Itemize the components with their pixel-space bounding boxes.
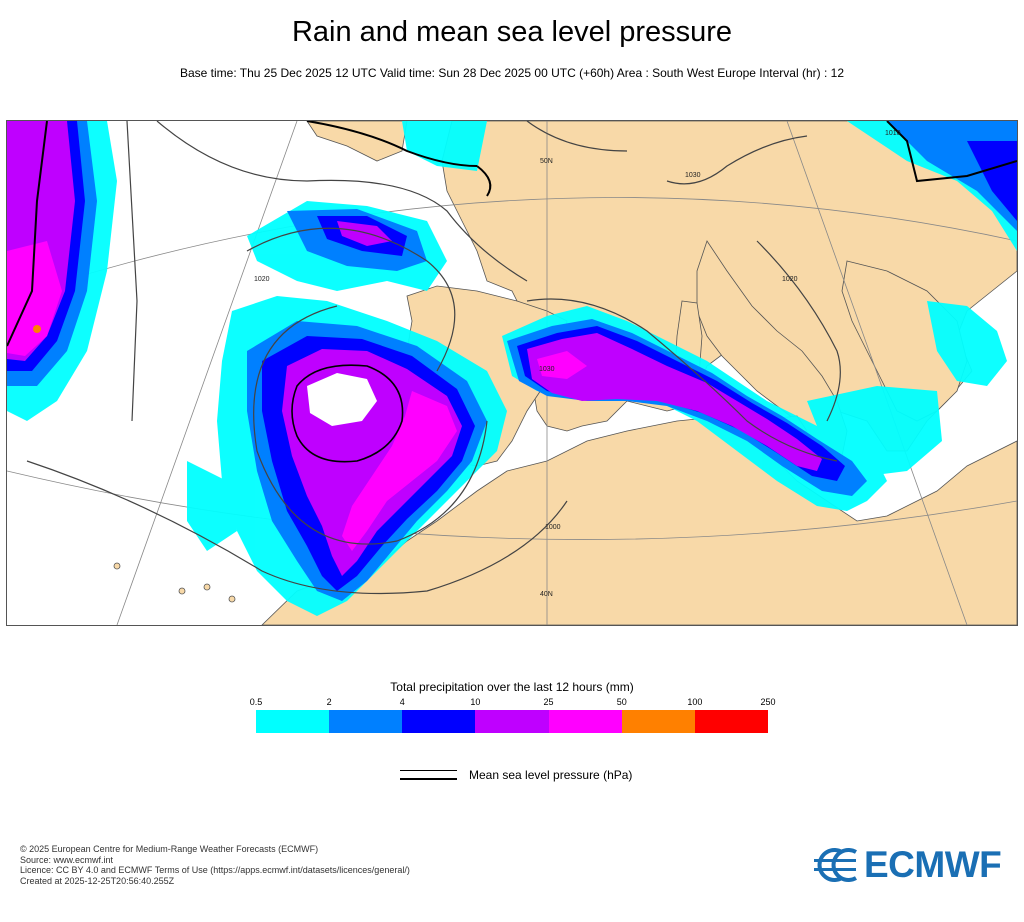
isobar-label: 1010 (885, 130, 901, 137)
footer-copyright: © 2025 European Centre for Medium-Range … (20, 844, 319, 854)
legend-swatch (694, 710, 768, 733)
legend-tick: 2 (326, 697, 332, 707)
chart-subtitle: Base time: Thu 25 Dec 2025 12 UTC Valid … (179, 66, 844, 80)
legend-swatch (475, 710, 549, 733)
legend-tick: 10 (470, 697, 481, 707)
heavy-isobars (7, 121, 1017, 347)
ecmwf-logo: ECMWF (812, 844, 1002, 885)
legend-tick: 4 (399, 697, 405, 707)
isobar-label: 1030 (685, 172, 701, 179)
legend-tick: 0.5 (249, 697, 263, 707)
isobar-label: 1000 (545, 524, 561, 531)
footer-licence: Licence: CC BY 4.0 and ECMWF Terms of Us… (20, 865, 410, 875)
footer-credits: © 2025 European Centre for Medium-Range … (20, 844, 410, 886)
weather-map: 1030 1020 1010 1020 1000 1030 50N 40N (6, 120, 1018, 626)
ecmwf-logo-icon (814, 848, 857, 882)
footer-created: Created at 2025-12-25T20:56:40.255Z (20, 875, 175, 886)
mslp-label: Mean sea level pressure (hPa) (469, 768, 633, 782)
legend-swatch (329, 710, 403, 733)
legend-swatch (548, 710, 622, 733)
lat-label: 40N (540, 591, 553, 598)
isobar-label: 1020 (782, 276, 798, 283)
legend-tick: 100 (687, 697, 703, 707)
legend-swatch (621, 710, 695, 733)
footer-source: Source: www.ecmwf.int (20, 854, 114, 865)
graticule (7, 121, 1017, 625)
isobar-label: 1030 (539, 366, 555, 373)
isobar-label: 1020 (254, 276, 270, 283)
legend-ticks: 0.5 2 4 10 25 50 100 250 (250, 697, 776, 709)
legend-tick: 50 (616, 697, 627, 707)
isobar-labels: 1030 1020 1010 1020 1000 1030 50N 40N (254, 130, 901, 598)
isobars (26, 121, 841, 595)
mslp-legend: Mean sea level pressure (hPa) (400, 768, 632, 782)
ecmwf-logo-text: ECMWF (864, 844, 1002, 885)
land-britain (306, 121, 408, 162)
legend-tick: 250 (760, 697, 776, 707)
legend-swatch (402, 710, 476, 733)
map-svg: 1030 1020 1010 1020 1000 1030 50N 40N (7, 121, 1017, 625)
legend-swatch (256, 710, 330, 733)
legend-colorbar (256, 710, 768, 733)
legend-title: Total precipitation over the last 12 hou… (390, 680, 634, 694)
precip-layer (7, 121, 1017, 616)
legend-tick: 25 (543, 697, 554, 707)
mslp-line-sample (400, 769, 457, 781)
lat-label: 50N (540, 158, 553, 165)
low-center-isobars (291, 364, 404, 463)
chart-title: Rain and mean sea level pressure (291, 16, 733, 48)
